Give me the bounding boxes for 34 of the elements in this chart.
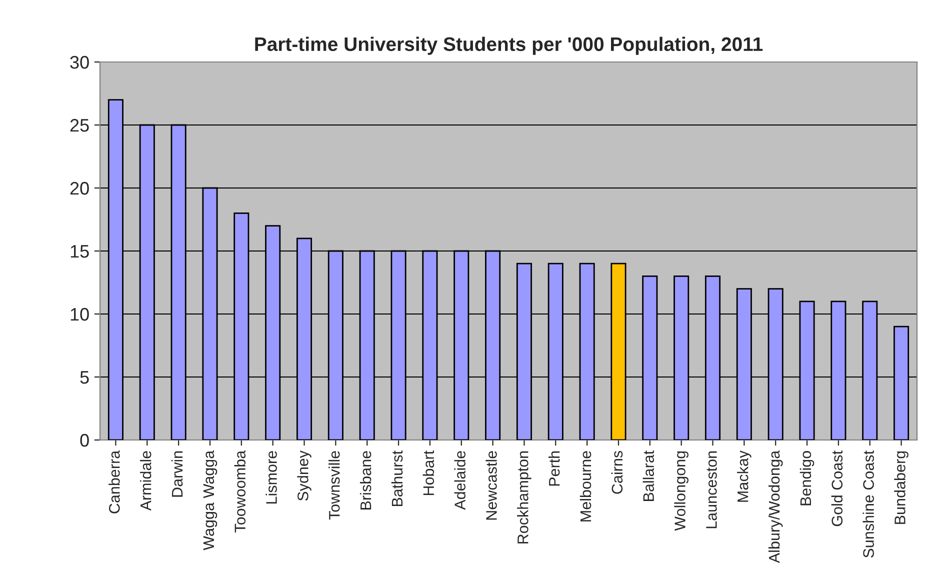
x-tick-label: Wollongong: [674, 451, 688, 531]
x-tick-label: Bathurst: [391, 450, 403, 506]
y-tick-label: 0: [80, 434, 89, 447]
x-tick-label: Sunshine Coast: [862, 450, 874, 558]
x-tick-label: Perth: [548, 451, 560, 486]
x-tick-label: Rockhampton: [517, 451, 532, 544]
x-tick-label: Newcastle: [486, 451, 497, 520]
x-tick-label: Darwin: [171, 451, 183, 497]
x-tick-label: Bendigo: [800, 451, 814, 506]
x-tick-label: Sydney: [297, 450, 312, 501]
y-tick-label: 10: [70, 308, 89, 321]
x-tick-label: Ballarat: [642, 450, 654, 501]
y-tick-label: 5: [80, 371, 89, 384]
x-tick-label: Armidale: [140, 451, 152, 511]
x-tick-label: Adelaide: [454, 451, 466, 510]
x-tick-label: Albury/Wodonga: [768, 450, 783, 564]
y-tick-label: 25: [70, 118, 89, 132]
x-tick-label: Mackay: [737, 450, 752, 502]
x-tick-label: Bundaberg: [894, 451, 908, 524]
x-tick-label: Townsville: [328, 451, 340, 520]
y-tick-label: 15: [70, 245, 89, 258]
x-tick-label: Canberra: [108, 450, 120, 514]
chart-title: Part-time University Students per '000 Population, 2011: [255, 36, 763, 55]
x-tick-label: Gold Coast: [831, 450, 843, 526]
x-tick-label: Lismore: [266, 451, 277, 504]
x-tick-label: Toowoomba: [234, 450, 246, 532]
x-tick-label: Launceston: [706, 451, 717, 528]
x-tick-label: Melbourne: [580, 451, 592, 522]
x-tick-label: Hobart: [422, 450, 434, 496]
y-tick-label: 20: [70, 182, 89, 195]
x-tick-label: Wagga Wagga: [203, 450, 218, 550]
x-tick-label: Cairns: [611, 450, 623, 494]
x-tick-label: Brisbane: [360, 451, 372, 510]
y-tick-label: 30: [70, 56, 89, 69]
